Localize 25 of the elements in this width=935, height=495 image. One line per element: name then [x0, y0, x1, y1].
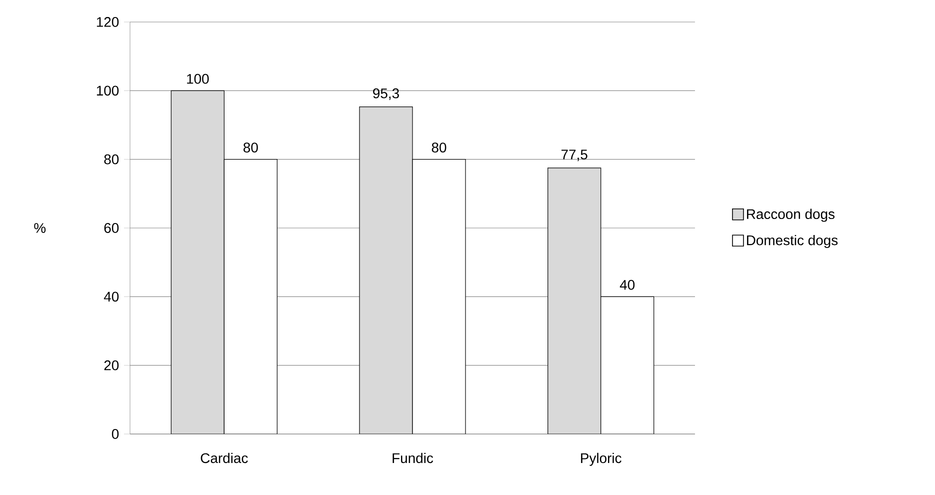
- data-label: 95,3: [373, 88, 399, 100]
- y-tick-label: 100: [96, 86, 119, 96]
- y-tick-label: 120: [96, 17, 119, 27]
- data-label: 80: [432, 142, 446, 152]
- data-label: 100: [187, 74, 209, 84]
- x-tick-label: Pyloric: [581, 452, 622, 466]
- y-tick-label: 0: [112, 429, 119, 439]
- legend-label: Raccoon dogs: [747, 208, 835, 222]
- x-tick-label: Cardiac: [200, 452, 248, 464]
- text: Domestic dogs: [747, 234, 838, 248]
- bar: [548, 168, 602, 434]
- y-axis-title: %: [34, 223, 46, 233]
- y-tick-label: 80: [104, 154, 119, 164]
- bar: [224, 159, 278, 434]
- y-tick-label: 40: [104, 292, 119, 302]
- data-label: 77,5: [561, 150, 588, 162]
- y-tick-label: 60: [104, 223, 119, 233]
- data-label: 80: [244, 142, 258, 152]
- bar: [359, 106, 413, 434]
- bar: [600, 296, 654, 434]
- bar: [412, 159, 466, 434]
- data-label: 40: [620, 280, 635, 290]
- x-tick-label: Fundic: [392, 452, 434, 464]
- y-tick-label: 20: [104, 360, 119, 370]
- bar: [170, 90, 224, 434]
